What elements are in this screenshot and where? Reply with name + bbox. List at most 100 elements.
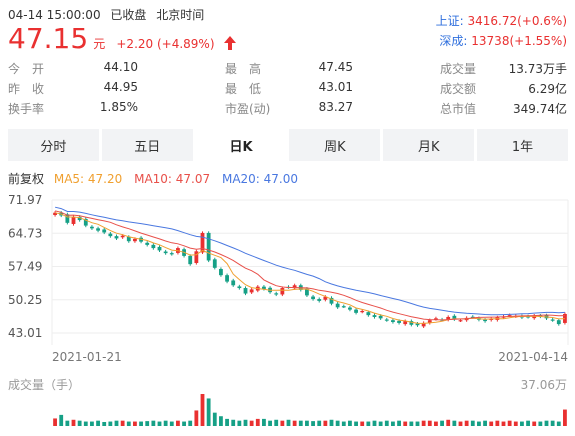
volume-bar (470, 420, 475, 426)
volume-max: 37.06万 (520, 378, 567, 392)
volume-bar (391, 421, 395, 426)
volume-bar (212, 412, 217, 426)
volume-bar (133, 421, 137, 426)
candle-body (335, 303, 340, 308)
candle-body (563, 313, 567, 323)
candle-body (421, 322, 426, 327)
ma10-line (54, 210, 565, 321)
stat-label-turnover: 成交额 (440, 82, 477, 96)
candle-body (108, 233, 113, 237)
candle-body (151, 244, 156, 249)
volume-bar (96, 420, 100, 426)
candle-body (102, 229, 107, 233)
volume-bar (145, 421, 150, 426)
candle-body (114, 236, 119, 239)
stat-value-prev-close: 44.95 (103, 80, 138, 94)
volume-bar (53, 418, 57, 426)
volume-bar (163, 420, 168, 426)
candle-body (384, 319, 389, 321)
volume-bar (206, 398, 211, 426)
volume-bar (513, 421, 518, 426)
candle-body (292, 285, 297, 289)
price-unit: 元 (93, 37, 106, 51)
candle-body (323, 296, 328, 300)
period-tabs: 分时 五日 日K 周K 月K 1年 (8, 129, 568, 161)
candle-body (507, 315, 512, 317)
volume-bar (507, 420, 512, 426)
volume-bar (59, 414, 64, 426)
tab-monthly-k[interactable]: 月K (383, 129, 475, 161)
candle-body (274, 293, 279, 295)
volume-bar (90, 421, 94, 426)
candle-body (550, 319, 555, 321)
tab-one-year[interactable]: 1年 (477, 129, 568, 161)
stat-value-pe: 83.27 (318, 100, 353, 114)
volume-bar (231, 419, 236, 426)
candle-body (495, 317, 500, 320)
candle-body (231, 280, 236, 286)
volume-bar (556, 421, 561, 426)
candle-body (120, 235, 125, 238)
timezone: 北京时间 (156, 8, 205, 22)
volume-bar (360, 421, 365, 426)
candle-body (366, 312, 371, 316)
volume-bar (520, 421, 524, 426)
volume-bar (126, 421, 131, 426)
index-name: 深成: (439, 34, 468, 48)
volume-bar (169, 421, 174, 426)
candle-body (329, 297, 334, 304)
volume-bar (427, 420, 432, 426)
candle-body (452, 315, 457, 320)
candle-body (280, 288, 285, 295)
volume-bar (384, 420, 389, 426)
candle-body (249, 289, 254, 293)
stat-value-low: 43.01 (318, 80, 353, 94)
volume-bar (538, 421, 543, 426)
stat-label-market-cap: 总市值 (440, 102, 477, 116)
tab-daily-k[interactable]: 日K (195, 129, 287, 161)
volume-bar (77, 420, 82, 426)
candle-body (243, 288, 248, 294)
adjust-mode[interactable]: 前复权 (8, 172, 45, 186)
candle-body (489, 318, 494, 321)
volume-bar (372, 420, 377, 426)
stat-label-prev-close: 昨 收 (8, 82, 45, 96)
tab-intraday[interactable]: 分时 (8, 129, 99, 161)
volume-bar (434, 421, 438, 426)
volume-bar (335, 420, 340, 426)
y-tick-label: 71.97 (8, 193, 42, 207)
volume-bar (157, 421, 162, 426)
volume-bar (464, 420, 469, 426)
stat-value-high: 47.45 (318, 60, 353, 74)
tab-weekly-k[interactable]: 周K (289, 129, 381, 161)
candle-body (348, 307, 352, 310)
volume-bar (317, 420, 322, 426)
current-price: 47.15 (8, 22, 89, 55)
volume-bar (415, 421, 420, 426)
volume-bar (225, 418, 229, 426)
y-tick-label: 43.01 (8, 326, 42, 340)
index-shenzhen[interactable]: 深成: 13738(+1.55%) (439, 32, 567, 49)
candle-body (255, 286, 260, 291)
index-value: 3416.72(+0.6%) (467, 14, 567, 28)
volume-bar (243, 419, 248, 426)
volume-bar (495, 420, 500, 426)
stat-value-market-cap: 349.74亿 (513, 102, 567, 116)
volume-bar (176, 420, 180, 426)
index-shanghai[interactable]: 上证: 3416.72(+0.6%) (436, 12, 567, 29)
volume-bar (458, 421, 463, 426)
candle-body (169, 253, 174, 255)
candle-body (360, 311, 365, 313)
candle-body (354, 309, 358, 313)
candle-body (90, 226, 94, 229)
candle-body (415, 323, 420, 326)
candle-body (188, 255, 193, 265)
candle-body (427, 320, 432, 323)
datetime-text: 04-14 15:00:00 (8, 8, 101, 22)
stat-label-low: 最 低 (225, 82, 262, 96)
candle-body (397, 320, 401, 323)
tab-five-day[interactable]: 五日 (101, 129, 193, 161)
volume-bar (440, 420, 444, 426)
stat-label-turnover-rate: 换手率 (8, 102, 45, 116)
volume-bar (477, 421, 481, 426)
